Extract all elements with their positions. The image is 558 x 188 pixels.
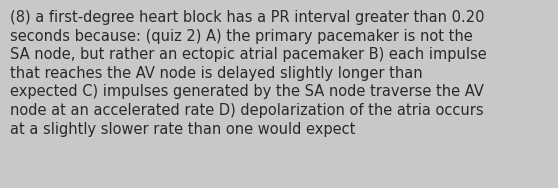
Text: (8) a first-degree heart block has a PR interval greater than 0.20
seconds becau: (8) a first-degree heart block has a PR … — [10, 10, 487, 137]
